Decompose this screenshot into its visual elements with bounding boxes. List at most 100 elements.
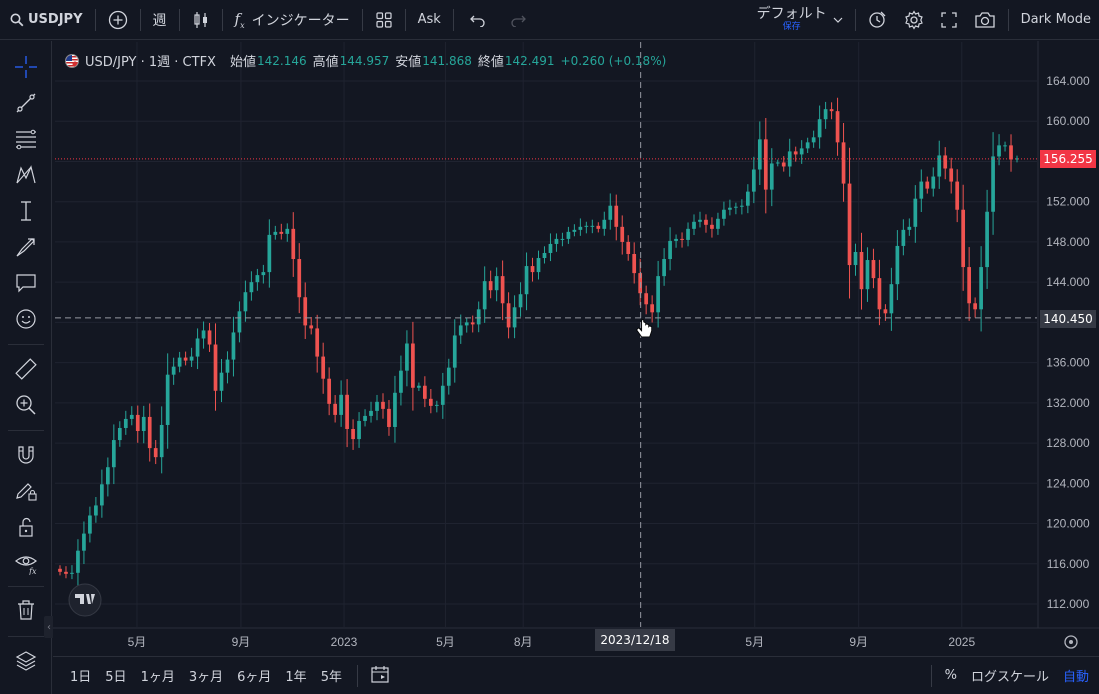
candle-body bbox=[608, 205, 613, 220]
brush-tool[interactable] bbox=[10, 231, 42, 263]
candle-body bbox=[811, 137, 816, 143]
trendline-tool[interactable] bbox=[10, 87, 42, 119]
candle-body bbox=[123, 418, 128, 428]
legend-close-value: 142.491 bbox=[504, 53, 555, 68]
axis-settings-icon[interactable] bbox=[1064, 635, 1078, 649]
range-1m[interactable]: 1ヶ月 bbox=[140, 670, 175, 685]
candle-body bbox=[829, 109, 834, 112]
interval-button[interactable]: 週 bbox=[152, 12, 167, 29]
range-5y[interactable]: 5年 bbox=[320, 670, 342, 685]
fib-tool[interactable] bbox=[10, 123, 42, 155]
candle-body bbox=[889, 284, 894, 314]
hide-drawings-tool[interactable]: fx bbox=[10, 547, 42, 579]
range-1y[interactable]: 1年 bbox=[285, 670, 307, 685]
pattern-tool[interactable] bbox=[10, 159, 42, 191]
callout-tool[interactable] bbox=[10, 267, 42, 299]
candle-body bbox=[387, 408, 391, 427]
emoji-tool[interactable] bbox=[10, 303, 42, 335]
theme-toggle[interactable]: Dark Mode bbox=[1020, 12, 1091, 27]
candle-body bbox=[482, 281, 487, 310]
legend-close-label: 終値 bbox=[477, 55, 504, 70]
range-5d[interactable]: 5日 bbox=[105, 670, 127, 685]
price-chart[interactable]: 112.000 116.000 120.000 124.000 128.000 132.0… bbox=[53, 41, 1099, 655]
crosshair-icon bbox=[15, 56, 37, 78]
candle-body bbox=[656, 276, 660, 313]
hand-cursor-icon bbox=[636, 319, 653, 338]
alert-clock-icon bbox=[868, 11, 886, 28]
candle-body bbox=[434, 404, 439, 406]
candle-body bbox=[201, 330, 206, 339]
legend-change: +0.260 (+0.18%) bbox=[560, 53, 667, 68]
candle-body bbox=[1015, 158, 1019, 160]
object-tree-tool[interactable] bbox=[10, 645, 42, 677]
remove-drawings-tool[interactable] bbox=[10, 594, 42, 626]
range-1d[interactable]: 1日 bbox=[70, 670, 92, 685]
candle-body bbox=[381, 401, 385, 409]
candle-body bbox=[871, 260, 876, 279]
candle-body bbox=[584, 225, 589, 227]
measure-text-tool[interactable] bbox=[10, 195, 42, 227]
candle-body bbox=[189, 356, 194, 361]
symbol-search[interactable]: USDJPY bbox=[0, 0, 91, 40]
lock-all-tool[interactable] bbox=[10, 511, 42, 543]
divider bbox=[854, 8, 856, 31]
candle-body bbox=[494, 276, 499, 291]
candle-body bbox=[835, 111, 840, 143]
drawing-toolbar: fx bbox=[0, 41, 52, 694]
candle-body bbox=[859, 251, 864, 290]
log-scale-toggle[interactable]: ログスケール bbox=[970, 670, 1049, 685]
templates-button[interactable] bbox=[367, 0, 401, 40]
bottom-toolbar: 1日 5日 1ヶ月 3ヶ月 6ヶ月 1年 5年 % ログスケール 自動 bbox=[53, 656, 1099, 694]
divider bbox=[178, 8, 180, 31]
candle-body bbox=[632, 253, 637, 274]
candle-body bbox=[82, 533, 86, 551]
screenshot-button[interactable] bbox=[966, 0, 1004, 40]
alert-button[interactable] bbox=[860, 0, 896, 40]
compare-button[interactable] bbox=[100, 0, 136, 40]
candle-body bbox=[763, 139, 768, 190]
chart-type-button[interactable] bbox=[184, 0, 218, 40]
layers-icon bbox=[15, 651, 37, 671]
unlock-icon bbox=[19, 517, 33, 537]
candle-body bbox=[159, 424, 164, 458]
goto-date-button[interactable] bbox=[366, 664, 394, 688]
redo-button[interactable] bbox=[498, 0, 538, 40]
candle-body bbox=[961, 209, 966, 268]
y-tick-label: 132.000 bbox=[1046, 396, 1090, 410]
x-tick-label: 2023 bbox=[331, 635, 358, 649]
candle-body bbox=[249, 282, 254, 293]
candle-body bbox=[590, 225, 595, 227]
toolbar-collapse-tab[interactable]: ‹ bbox=[44, 616, 54, 638]
legend-low-label: 安値 bbox=[395, 55, 422, 70]
lock-drawing-tool[interactable] bbox=[10, 475, 42, 507]
magnet-tool[interactable] bbox=[10, 439, 42, 471]
plus-circle-icon bbox=[108, 10, 127, 29]
candle-body bbox=[1003, 145, 1007, 147]
range-3m[interactable]: 3ヶ月 bbox=[188, 670, 224, 685]
horizontal-lines-icon bbox=[16, 129, 36, 150]
layout-button[interactable]: デフォルト 保存 bbox=[743, 0, 851, 40]
zoom-tool[interactable] bbox=[10, 389, 42, 421]
divider bbox=[8, 430, 44, 431]
settings-button[interactable] bbox=[896, 0, 932, 40]
candle-body bbox=[470, 322, 475, 325]
candle-body bbox=[357, 420, 361, 440]
candle-body bbox=[662, 259, 666, 277]
crosshair-tool[interactable] bbox=[10, 51, 42, 83]
candle-body bbox=[339, 394, 343, 415]
indicators-button[interactable]: fx インジケーター bbox=[227, 0, 358, 40]
candle-body bbox=[64, 571, 68, 574]
ruler-tool[interactable] bbox=[10, 353, 42, 385]
divider bbox=[8, 586, 44, 587]
divider bbox=[361, 8, 363, 31]
fullscreen-button[interactable] bbox=[932, 0, 966, 40]
legend-symbol[interactable]: USD/JPY · 1週 · CTFX bbox=[85, 55, 216, 70]
candle-body bbox=[578, 226, 583, 230]
range-6m[interactable]: 6ヶ月 bbox=[237, 670, 272, 685]
percent-toggle[interactable]: % bbox=[944, 668, 957, 683]
ask-button[interactable]: Ask bbox=[417, 12, 441, 27]
auto-scale-toggle[interactable]: 自動 bbox=[1062, 670, 1089, 685]
candle-body bbox=[225, 359, 230, 373]
undo-button[interactable] bbox=[458, 0, 498, 40]
candle-body bbox=[686, 228, 690, 240]
